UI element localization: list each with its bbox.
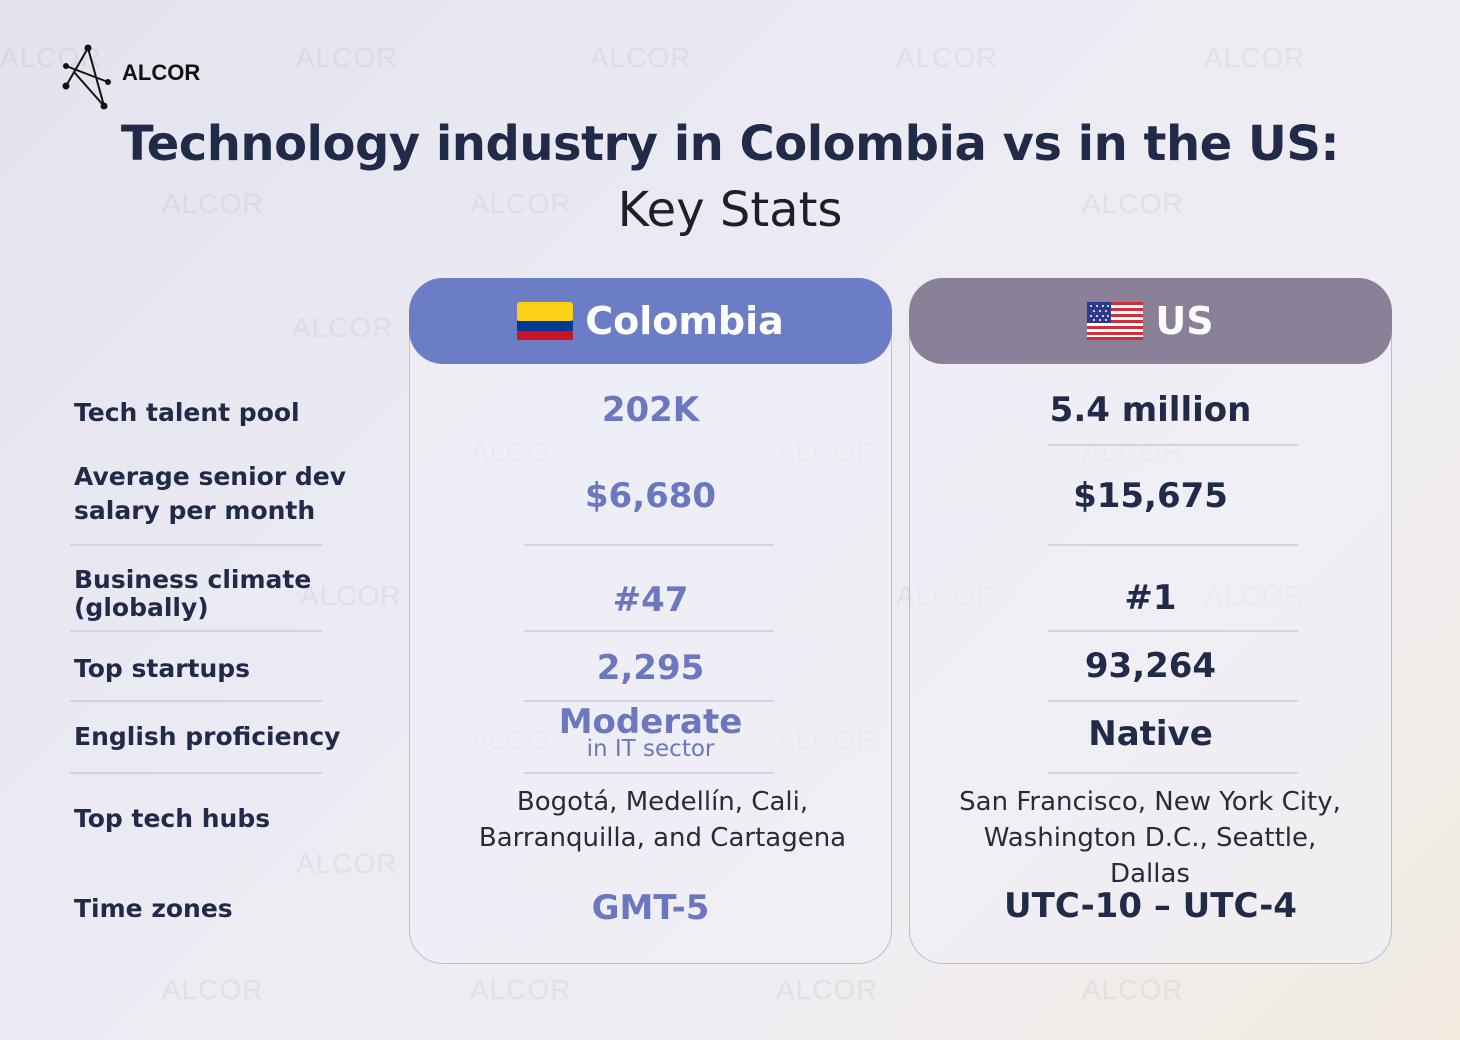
row-label-tech-hubs: Top tech hubs [74, 804, 271, 833]
us-title: US [1155, 299, 1214, 343]
watermark: ALCOR [296, 42, 398, 73]
row-label-time-zones: Time zones [74, 894, 233, 923]
watermark: ALCOR [1082, 974, 1184, 1005]
us-talent-pool: 5.4 million [1049, 390, 1252, 430]
colombia-card: Colombia [409, 278, 892, 964]
colombia-salary: $6,680 [584, 476, 717, 516]
brand-name: ALCOR [122, 60, 201, 85]
divider [1048, 544, 1298, 546]
row-label-business-climate: Business climate (globally) [74, 565, 312, 622]
divider [1048, 772, 1298, 774]
colombia-business-climate: #47 [612, 580, 689, 620]
us-flag-icon [1087, 302, 1144, 340]
us-tech-hubs: San Francisco, New York City, Washington… [959, 787, 1341, 889]
watermark: ALCOR [776, 974, 878, 1005]
row-label-talent-pool: Tech talent pool [74, 398, 300, 427]
alcor-constellation-icon [62, 44, 111, 110]
us-business-climate: #1 [1124, 578, 1177, 618]
colombia-startups: 2,295 [596, 648, 705, 688]
watermark: ALCOR [296, 848, 398, 879]
divider [70, 544, 322, 546]
us-startups: 93,264 [1084, 646, 1217, 686]
colombia-english-value: Moderate [558, 702, 743, 742]
brand-logo: ALCOR [60, 42, 200, 110]
divider [524, 772, 774, 774]
us-time-zones: UTC-10 – UTC-4 [1004, 886, 1297, 926]
row-label-startups: Top startups [74, 654, 251, 683]
us-salary: $15,675 [1073, 476, 1228, 516]
colombia-time-zones: GMT-5 [591, 888, 710, 928]
divider [70, 630, 322, 632]
page-title: Technology industry in Colombia vs in th… [120, 116, 1340, 172]
colombia-flag-icon [517, 302, 574, 340]
divider [524, 630, 774, 632]
divider [1048, 630, 1298, 632]
watermark: ALCOR [896, 42, 998, 73]
colombia-header: Colombia [409, 278, 892, 364]
row-label-salary: Average senior dev salary per month [74, 462, 347, 525]
colombia-talent-pool: 202K [601, 390, 700, 430]
us-english: Native [1088, 714, 1213, 754]
row-label-english: English proficiency [74, 722, 341, 751]
watermark: ALCOR [590, 42, 692, 73]
divider [524, 700, 774, 702]
divider [524, 544, 774, 546]
us-card: US [909, 278, 1392, 964]
divider [1048, 444, 1298, 446]
watermark: ALCOR [162, 974, 264, 1005]
watermark: ALCOR [292, 312, 394, 343]
us-header: US [909, 278, 1392, 364]
divider [70, 772, 322, 774]
divider [1048, 700, 1298, 702]
colombia-tech-hubs: Bogotá, Medellín, Cali, Barranquilla, an… [478, 787, 847, 853]
watermark: ALCOR [1204, 42, 1306, 73]
colombia-english-note: in IT sector [586, 736, 715, 762]
colombia-english: Moderate in IT sector [409, 702, 892, 762]
watermark: ALCOR [470, 974, 572, 1005]
colombia-title: Colombia [585, 299, 784, 343]
divider [70, 700, 322, 702]
page-subtitle: Key Stats [617, 182, 843, 238]
